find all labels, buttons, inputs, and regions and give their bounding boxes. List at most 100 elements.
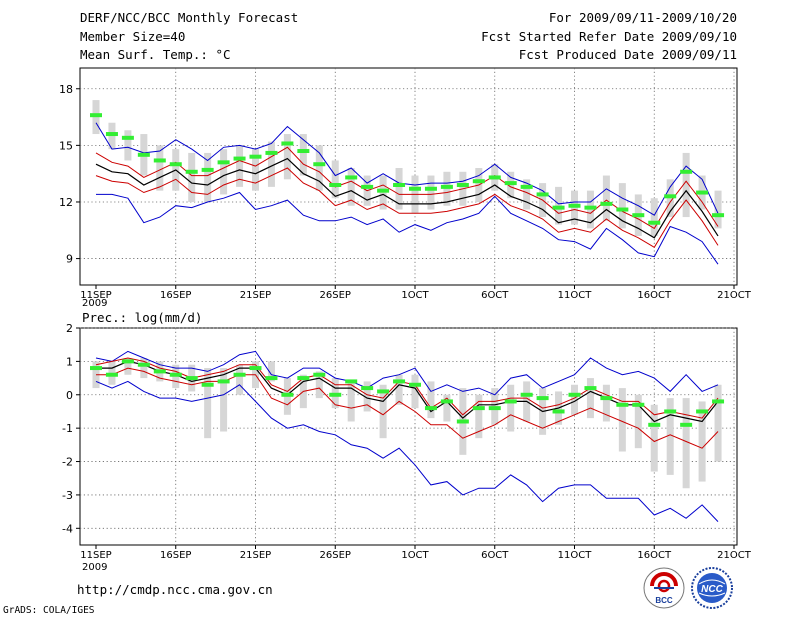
spread-bar [475,394,483,439]
fcst-produced-date: Fcst Produced Date 2009/09/11 [518,47,737,62]
median-marker [552,205,565,210]
median-marker [249,154,262,159]
median-marker [377,389,390,394]
median-marker [169,372,182,377]
median-marker [504,399,517,404]
median-marker [664,194,677,199]
y-tick-label: 15 [59,139,73,152]
median-marker [185,169,198,174]
median-marker [105,132,118,137]
x-tick-label: 6OCT [481,550,509,561]
spread-bar [124,130,132,161]
median-marker [472,179,485,184]
median-marker [440,399,453,404]
median-marker [297,376,310,381]
median-marker [648,220,661,225]
x-tick-label: 21SEP [240,290,271,301]
median-marker [616,207,629,212]
series-envelope-max [95,350,719,396]
y-tick-label: 9 [66,253,73,266]
y-tick-label: 2 [66,322,73,335]
spread-bar [379,384,387,439]
y-tick-label: -1 [62,422,73,435]
median-marker [680,422,693,427]
median-marker [424,406,437,411]
spread-bar [618,388,626,452]
median-marker [600,396,613,401]
spread-bar [618,183,626,229]
median-marker [568,392,581,397]
median-marker [632,213,645,218]
series-envelope-min [95,380,719,522]
median-marker [329,182,342,187]
spread-bar [267,361,275,382]
median-marker [281,141,294,146]
fcst-started-date: Fcst Started Refer Date 2009/09/10 [481,29,737,44]
spread-bar [315,145,323,191]
spread-bar [714,190,722,229]
spread-bar [347,168,355,206]
series-spread-upper [95,357,719,419]
median-marker [409,382,421,387]
median-marker [472,406,485,411]
spread-bar [220,368,228,432]
x-tick-label: 1OCT [401,290,429,301]
median-marker [313,162,326,167]
median-marker [217,379,230,384]
median-marker [712,213,725,218]
x-tick-label: 16SEP [160,290,191,301]
spread-bar [571,384,578,415]
median-marker [488,406,501,411]
median-marker [680,169,693,174]
spread-bar [267,141,275,187]
spread-bar [411,374,419,409]
median-marker [265,376,278,381]
source-url[interactable]: http://cmdp.ncc.cma.gov.cn [77,582,273,597]
series-ensemble-mean [95,157,719,239]
median-marker [456,182,469,187]
median-marker [696,190,709,195]
spread-bar [427,175,435,210]
median-marker [568,203,581,208]
series-spread-upper [95,146,719,230]
median-marker [712,399,725,404]
median-marker [440,184,453,189]
chart-title: DERF/NCC/BCC Monthly Forecast [80,10,299,25]
median-marker [90,113,102,118]
median-marker [265,150,278,155]
panel-precipitation: 11SEP 16SEP 21SEP 26SEP 1OCT 6OCT 11OCT 16OCT 21… [62,310,752,573]
median-marker [361,386,374,391]
y-tick-label: 0 [66,389,73,402]
plot-frame [79,67,738,286]
spread-bar [586,378,594,419]
x-tick-label: 21OCT [717,290,752,301]
spread-bar [156,145,164,191]
spread-bar [124,358,132,375]
ncc-logo-text: NCC [701,584,723,595]
median-marker [520,392,533,397]
median-marker [584,205,597,210]
y-tick-label: 1 [66,355,73,368]
median-marker [281,392,294,397]
x-sublabel: 2009 [82,298,107,309]
spread-bar [395,168,403,210]
spread-bar [698,401,706,482]
spread-bar [283,134,291,180]
median-marker [137,362,150,367]
spread-bar [347,381,355,422]
median-marker [616,402,629,407]
spread-bar [666,398,674,475]
spread-bar [315,371,323,399]
median-marker [409,186,421,191]
spread-bar [634,394,642,449]
median-marker [121,359,134,364]
x-tick-label: 11SEP [80,550,111,561]
y-tick-label: -2 [62,456,73,469]
x-tick-label: 1OCT [401,550,429,561]
bcc-logo: BCC [643,567,685,609]
x-tick-label: 26SEP [320,290,351,301]
median-marker [249,366,262,371]
spread-bar [714,384,722,462]
spread-bar [236,145,244,187]
